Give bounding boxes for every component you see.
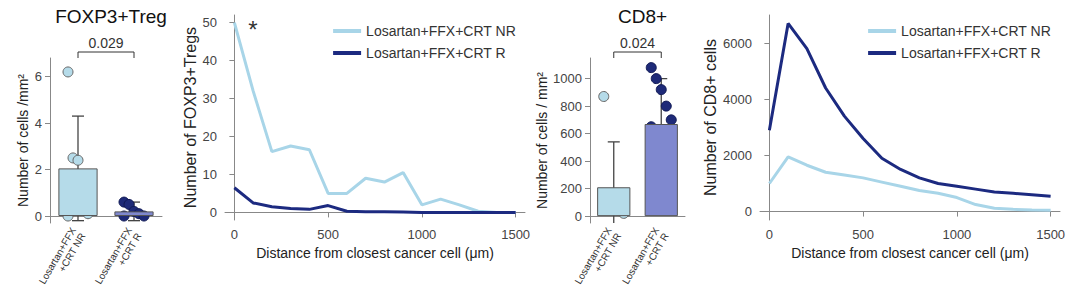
svg-text:0.029: 0.029 [88, 35, 123, 51]
svg-text:2000: 2000 [723, 148, 752, 163]
svg-text:Distance from closest cancer c: Distance from closest cancer cell (μm) [791, 245, 1029, 261]
svg-text:2: 2 [35, 162, 42, 177]
svg-text:1500: 1500 [1036, 227, 1065, 242]
svg-text:4000: 4000 [723, 92, 752, 107]
svg-text:Losartan+FFX: Losartan+FFX [572, 225, 614, 286]
svg-text:Losartan+FFX+CRT NR: Losartan+FFX+CRT NR [901, 23, 1051, 39]
svg-text:600: 600 [560, 126, 582, 141]
svg-text:500: 500 [317, 227, 339, 242]
svg-text:30: 30 [203, 91, 217, 106]
svg-text:0: 0 [766, 227, 773, 242]
svg-text:FOXP3+Treg: FOXP3+Treg [55, 6, 167, 27]
svg-text:0: 0 [35, 209, 42, 224]
svg-text:0: 0 [210, 205, 217, 220]
svg-text:20: 20 [203, 129, 217, 144]
svg-text:50: 50 [203, 15, 217, 30]
svg-text:1000: 1000 [553, 71, 582, 86]
svg-text:0: 0 [745, 204, 752, 219]
svg-text:400: 400 [560, 154, 582, 169]
svg-text:*: * [248, 16, 257, 43]
svg-text:10: 10 [203, 167, 217, 182]
svg-text:200: 200 [560, 181, 582, 196]
svg-text:Losartan+FFX+CRT R: Losartan+FFX+CRT R [901, 45, 1041, 61]
svg-text:6000: 6000 [723, 36, 752, 51]
svg-text:+CRT R: +CRT R [116, 231, 144, 268]
svg-text:Losartan+FFX: Losartan+FFX [36, 225, 78, 286]
svg-text:Losartan+FFX+CRT R: Losartan+FFX+CRT R [366, 45, 506, 61]
svg-text:Losartan+FFX+CRT NR: Losartan+FFX+CRT NR [366, 23, 516, 39]
svg-text:40: 40 [203, 53, 217, 68]
svg-text:1000: 1000 [407, 227, 436, 242]
svg-text:0: 0 [575, 209, 582, 224]
svg-text:Distance from closest cancer c: Distance from closest cancer cell (μm) [256, 245, 494, 261]
svg-text:Number of FOXP3+Tregs: Number of FOXP3+Tregs [182, 27, 199, 208]
svg-text:Losartan+FFX: Losartan+FFX [92, 225, 134, 286]
svg-text:Number of cells / mm²: Number of cells / mm² [534, 72, 550, 209]
svg-text:Number of cells /mm²: Number of cells /mm² [15, 74, 31, 207]
svg-text:Losartan+FFX: Losartan+FFX [619, 225, 662, 286]
svg-text:0: 0 [231, 227, 238, 242]
svg-text:+CRT R: +CRT R [643, 231, 671, 268]
svg-text:+CRT NR: +CRT NR [56, 231, 87, 274]
svg-text:1500: 1500 [501, 227, 530, 242]
svg-text:Number of CD8+ cells: Number of CD8+ cells [702, 39, 719, 196]
svg-text:4: 4 [35, 116, 42, 131]
svg-text:0.024: 0.024 [620, 35, 655, 51]
svg-text:500: 500 [852, 227, 874, 242]
svg-text:CD8+: CD8+ [618, 6, 667, 27]
svg-text:800: 800 [560, 99, 582, 114]
svg-text:+CRT NR: +CRT NR [592, 231, 623, 274]
svg-text:1000: 1000 [942, 227, 971, 242]
svg-text:6: 6 [35, 69, 42, 84]
